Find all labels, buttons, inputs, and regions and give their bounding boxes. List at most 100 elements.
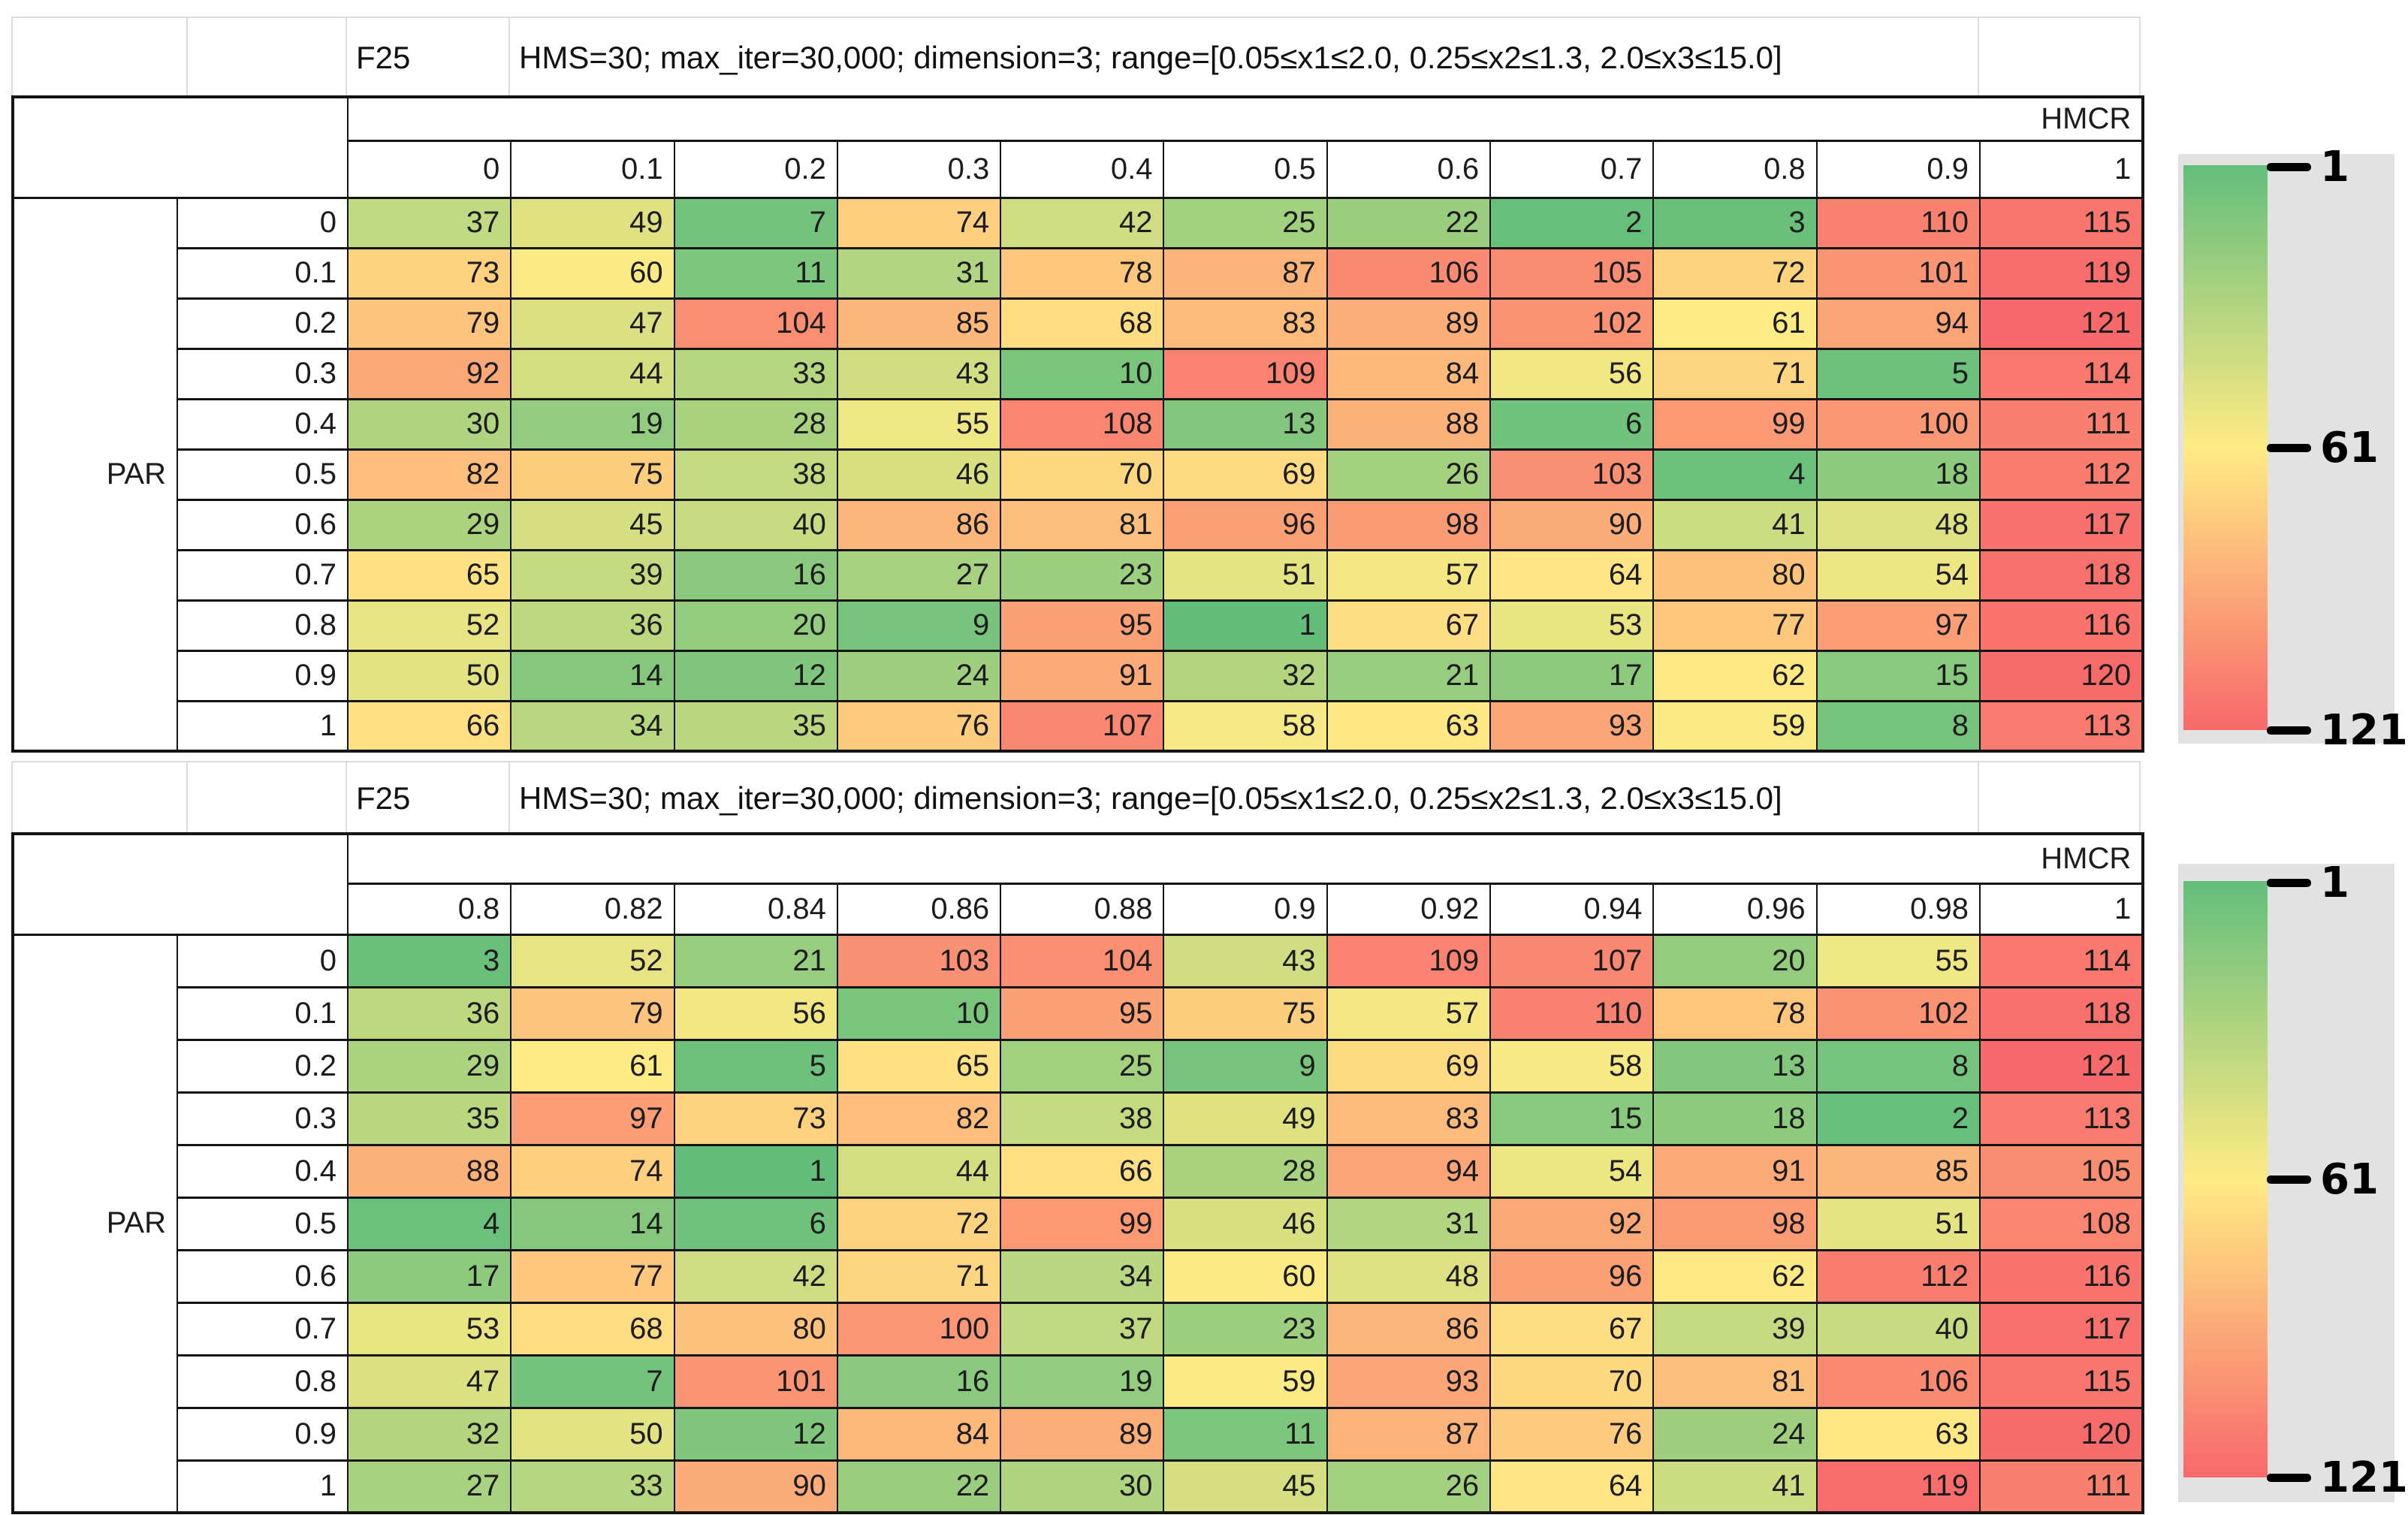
heatmap-cell[interactable]: 4 [346,1196,512,1251]
heatmap-cell[interactable]: 106 [1326,246,1492,300]
heatmap-cell[interactable]: 34 [1000,1248,1165,1304]
heatmap-cell[interactable]: 46 [1163,1196,1328,1251]
heatmap-cell[interactable]: 112 [1815,1248,1981,1304]
heatmap-cell[interactable]: 12 [673,649,838,702]
heatmap-cell[interactable]: 109 [1163,347,1328,400]
heatmap-cell[interactable]: 86 [1326,1301,1492,1357]
heatmap-cell[interactable]: 121 [1978,297,2144,350]
heatmap-cell[interactable]: 49 [510,196,675,249]
heatmap-cell[interactable]: 20 [1652,933,1818,988]
heatmap-cell[interactable]: 117 [1978,1301,2144,1357]
heatmap-cell[interactable]: 96 [1163,498,1328,551]
heatmap-cell[interactable]: 114 [1978,347,2144,400]
heatmap-cell[interactable]: 86 [836,498,1002,551]
heatmap-cell[interactable]: 109 [1326,933,1492,988]
row-header-cell[interactable]: 0 [177,933,349,988]
row-header-cell[interactable]: 0.9 [177,649,349,702]
heatmap-cell[interactable]: 97 [1815,599,1981,652]
row-header-cell[interactable]: 0.7 [177,1301,349,1357]
heatmap-cell[interactable]: 19 [1000,1354,1165,1409]
heatmap-cell[interactable]: 22 [836,1459,1002,1514]
row-header-cell[interactable]: 0.2 [177,297,349,350]
heatmap-cell[interactable]: 25 [1000,1038,1165,1094]
heatmap-cell[interactable]: 30 [1000,1459,1165,1514]
heatmap-cell[interactable]: 98 [1326,498,1492,551]
heatmap-cell[interactable]: 41 [1652,1459,1818,1514]
heatmap-cell[interactable]: 78 [1000,246,1165,300]
heatmap-cell[interactable]: 65 [836,1038,1002,1094]
heatmap-cell[interactable]: 7 [673,196,838,249]
heatmap-cell[interactable]: 23 [1000,548,1165,602]
heatmap-cell[interactable]: 70 [1489,1354,1655,1409]
heatmap-cell[interactable]: 103 [1489,448,1655,501]
row-header-cell[interactable]: 0.1 [177,246,349,300]
heatmap-cell[interactable]: 7 [510,1354,675,1409]
heatmap-cell[interactable]: 88 [346,1143,512,1199]
col-header-cell[interactable]: 0.94 [1489,882,1655,936]
heatmap-cell[interactable]: 75 [510,448,675,501]
heatmap-cell[interactable]: 111 [1978,1459,2144,1514]
heatmap-cell[interactable]: 65 [346,548,512,602]
heatmap-cell[interactable]: 113 [1978,1091,2144,1146]
heatmap-cell[interactable]: 101 [1815,246,1981,300]
heatmap-cell[interactable]: 76 [1489,1406,1655,1462]
heatmap-cell[interactable]: 75 [1163,985,1328,1041]
col-header-cell[interactable]: 0.1 [510,139,675,199]
heatmap-cell[interactable]: 11 [1163,1406,1328,1462]
heatmap-cell[interactable]: 20 [673,599,838,652]
heatmap-cell[interactable]: 52 [510,933,675,988]
heatmap-cell[interactable]: 77 [1652,599,1818,652]
heatmap-cell[interactable]: 50 [510,1406,675,1462]
heatmap-cell[interactable]: 120 [1978,649,2144,702]
heatmap-cell[interactable]: 78 [1652,985,1818,1041]
col-header-cell[interactable]: 0.7 [1489,139,1655,199]
heatmap-cell[interactable]: 69 [1163,448,1328,501]
col-header-cell[interactable]: 0.82 [510,882,675,936]
heatmap-cell[interactable]: 72 [836,1196,1002,1251]
heatmap-cell[interactable]: 63 [1326,699,1492,753]
heatmap-cell[interactable]: 79 [346,297,512,350]
heatmap-cell[interactable]: 37 [346,196,512,249]
heatmap-cell[interactable]: 100 [1815,397,1981,451]
heatmap-cell[interactable]: 27 [836,548,1002,602]
col-header-cell[interactable]: 0.86 [836,882,1002,936]
heatmap-cell[interactable]: 74 [836,196,1002,249]
heatmap-cell[interactable]: 45 [1163,1459,1328,1514]
heatmap-cell[interactable]: 67 [1326,599,1492,652]
heatmap-cell[interactable]: 19 [510,397,675,451]
heatmap-cell[interactable]: 13 [1163,397,1328,451]
heatmap-cell[interactable]: 87 [1163,246,1328,300]
heatmap-cell[interactable]: 107 [1000,699,1165,753]
heatmap-cell[interactable]: 104 [1000,933,1165,988]
heatmap-cell[interactable]: 116 [1978,1248,2144,1304]
col-header-cell[interactable]: 0.9 [1815,139,1981,199]
col-header-cell[interactable]: 0.3 [836,139,1002,199]
heatmap-cell[interactable]: 100 [836,1301,1002,1357]
heatmap-cell[interactable]: 85 [836,297,1002,350]
row-header-cell[interactable]: 1 [177,1459,349,1514]
heatmap-cell[interactable]: 48 [1815,498,1981,551]
heatmap-cell[interactable]: 105 [1978,1143,2144,1199]
heatmap-cell[interactable]: 14 [510,1196,675,1251]
heatmap-cell[interactable]: 50 [346,649,512,702]
heatmap-cell[interactable]: 28 [1163,1143,1328,1199]
heatmap-cell[interactable]: 72 [1652,246,1818,300]
heatmap-cell[interactable]: 110 [1489,985,1655,1041]
heatmap-cell[interactable]: 1 [673,1143,838,1199]
heatmap-cell[interactable]: 94 [1815,297,1981,350]
heatmap-cell[interactable]: 53 [346,1301,512,1357]
heatmap-cell[interactable]: 36 [346,985,512,1041]
heatmap-cell[interactable]: 89 [1000,1406,1165,1462]
heatmap-cell[interactable]: 36 [510,599,675,652]
heatmap-cell[interactable]: 3 [346,933,512,988]
heatmap-cell[interactable]: 49 [1163,1091,1328,1146]
heatmap-cell[interactable]: 54 [1489,1143,1655,1199]
heatmap-cell[interactable]: 30 [346,397,512,451]
heatmap-cell[interactable]: 51 [1163,548,1328,602]
heatmap-cell[interactable]: 67 [1489,1301,1655,1357]
heatmap-cell[interactable]: 60 [510,246,675,300]
heatmap-cell[interactable]: 117 [1978,498,2144,551]
heatmap-cell[interactable]: 116 [1978,599,2144,652]
heatmap-cell[interactable]: 104 [673,297,838,350]
heatmap-cell[interactable]: 91 [1652,1143,1818,1199]
